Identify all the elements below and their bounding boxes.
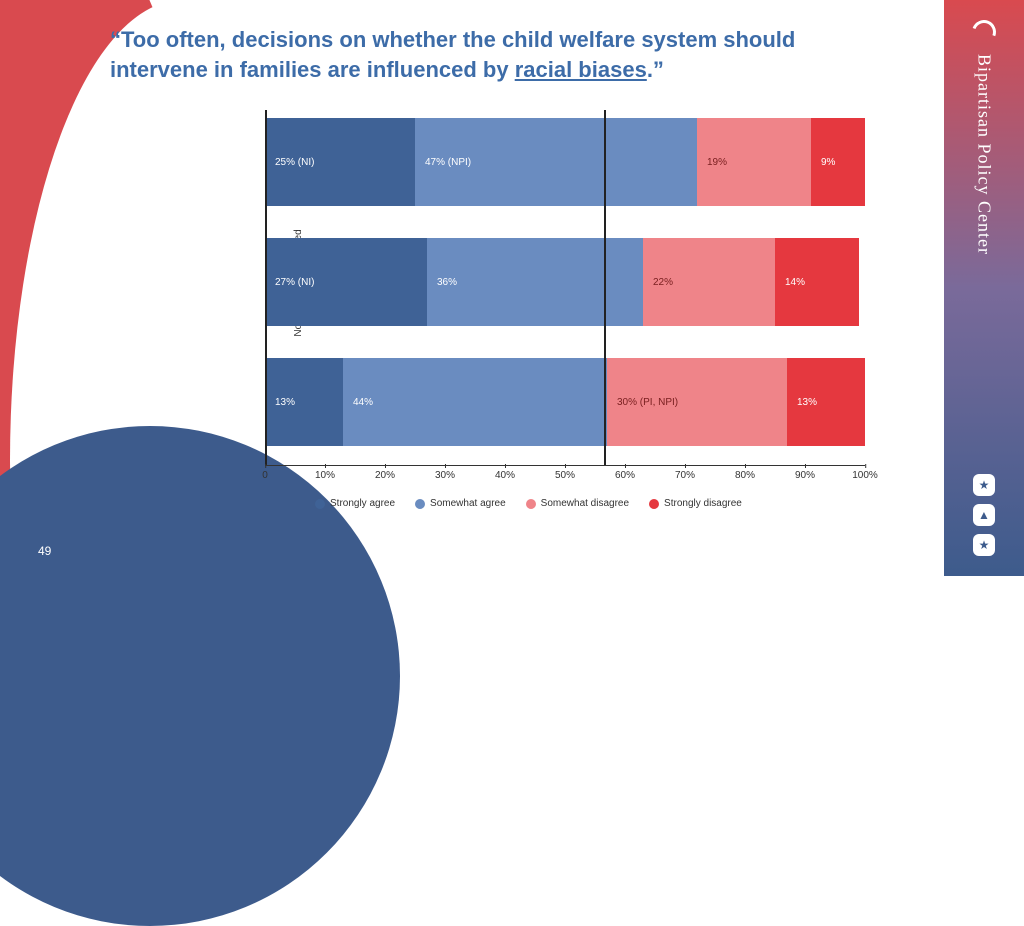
page-number: 49 xyxy=(38,544,51,558)
x-tick: 90% xyxy=(795,470,815,481)
bar-track: 13%44%30% (PI, NPI)13% xyxy=(265,358,865,446)
chart-divider xyxy=(265,110,267,465)
legend-item: Strongly disagree xyxy=(649,498,742,509)
x-tick: 50% xyxy=(555,470,575,481)
bar-track: 27% (NI)36%22%14% xyxy=(265,238,865,326)
sidebar-org-name: Bipartisan Policy Center xyxy=(974,54,995,255)
x-tick: 100% xyxy=(852,470,878,481)
sidebar: Bipartisan Policy Center ★ ▲ ★ xyxy=(944,0,1024,576)
bar-segment: 14% xyxy=(775,238,859,326)
title-suffix: .” xyxy=(647,57,664,82)
x-tick: 70% xyxy=(675,470,695,481)
sidebar-badge-icon: ★ xyxy=(973,474,995,496)
x-tick: 20% xyxy=(375,470,395,481)
chart-legend: Strongly agree Somewhat agree Somewhat dis… xyxy=(315,498,742,509)
sidebar-icon-group: ★ ▲ ★ xyxy=(973,474,995,556)
x-axis: 010%20%30%40%50%60%70%80%90%100% xyxy=(265,470,865,490)
legend-item: Somewhat agree xyxy=(415,498,506,509)
logo-arc-icon xyxy=(968,16,1000,48)
x-tick: 30% xyxy=(435,470,455,481)
main-content: “Too often, decisions on whether the chi… xyxy=(0,0,944,576)
x-tick: 80% xyxy=(735,470,755,481)
bar-segment: 13% xyxy=(265,358,343,446)
bar-track: 25% (NI)47% (NPI)19%9% xyxy=(265,118,865,206)
page-title: “Too often, decisions on whether the chi… xyxy=(110,25,830,84)
chart-row: No involvement13%44%30% (PI, NPI)13% xyxy=(265,350,885,455)
legend-swatch xyxy=(315,499,325,509)
legend-swatch xyxy=(526,499,536,509)
bar-segment: 22% xyxy=(643,238,775,326)
bar-segment: 25% (NI) xyxy=(265,118,415,206)
x-tick: 40% xyxy=(495,470,515,481)
legend-swatch xyxy=(649,499,659,509)
title-underlined: racial biases xyxy=(515,57,647,82)
legend-label: Somewhat disagree xyxy=(541,498,629,509)
x-tick: 0 xyxy=(262,470,268,481)
legend-swatch xyxy=(415,499,425,509)
chart-row: Non-personally Involved27% (NI)36%22%14% xyxy=(265,230,885,335)
bar-segment: 9% xyxy=(811,118,865,206)
x-tick: 60% xyxy=(615,470,635,481)
bar-segment: 13% xyxy=(787,358,865,446)
legend-label: Strongly agree xyxy=(330,498,395,509)
bar-segment: 30% (PI, NPI) xyxy=(607,358,787,446)
legend-item: Somewhat disagree xyxy=(526,498,629,509)
title-prefix: “Too often, decisions on whether the chi… xyxy=(110,27,795,82)
sidebar-badge-icon: ★ xyxy=(973,534,995,556)
legend-item: Strongly agree xyxy=(315,498,395,509)
bar-segment: 36% xyxy=(427,238,643,326)
chart-row: Personally Involved25% (NI)47% (NPI)19%9… xyxy=(265,110,885,215)
legend-label: Strongly disagree xyxy=(664,498,742,509)
bar-segment: 47% (NPI) xyxy=(415,118,697,206)
chart-divider xyxy=(604,110,606,465)
bar-segment: 44% xyxy=(343,358,607,446)
x-tick: 10% xyxy=(315,470,335,481)
sidebar-badge-icon: ▲ xyxy=(973,504,995,526)
legend-label: Somewhat agree xyxy=(430,498,506,509)
bar-segment: 27% (NI) xyxy=(265,238,427,326)
bar-segment: 19% xyxy=(697,118,811,206)
stacked-bar-chart: Personally Involved25% (NI)47% (NPI)19%9… xyxy=(265,110,885,520)
